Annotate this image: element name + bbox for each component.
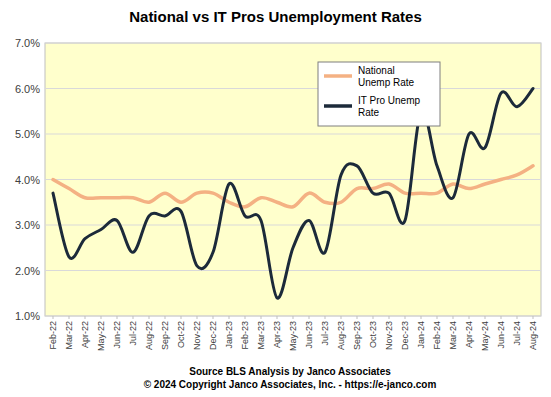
legend xyxy=(318,62,440,126)
x-tick xyxy=(261,316,262,319)
x-tick xyxy=(533,316,534,319)
x-tick xyxy=(181,316,182,319)
x-tick-label: Dec-23 xyxy=(400,321,410,350)
x-tick-label: Sep-23 xyxy=(352,321,362,350)
y-tick-label: 5.0% xyxy=(15,128,40,140)
x-tick-label: Jan-23 xyxy=(224,321,234,349)
legend-swatch xyxy=(324,74,352,78)
x-tick-label: Feb-22 xyxy=(48,321,58,350)
x-tick-label: Feb-23 xyxy=(240,321,250,350)
chart: 1.0% 2.0% 3.0% 4.0% 5.0% 6.0% 7.0% Feb-22 Mar-22… xyxy=(0,0,551,397)
x-tick-label: Feb-24 xyxy=(432,321,442,350)
legend-label: IT Pro UnempRate xyxy=(358,95,420,118)
x-tick xyxy=(85,316,86,319)
x-tick-label: Mar-23 xyxy=(256,321,266,350)
x-tick-label: Aug-24 xyxy=(528,321,538,350)
x-tick-label: Aug-22 xyxy=(144,321,154,350)
x-tick xyxy=(309,316,310,319)
footer-note: Source BLS Analysis by Janco Associates xyxy=(189,366,391,377)
x-tick xyxy=(405,316,406,319)
y-tick-label: 1.0% xyxy=(15,310,40,322)
x-tick-label: Apr-23 xyxy=(272,321,282,348)
x-tick-label: Sep-22 xyxy=(160,321,170,350)
grid-line xyxy=(45,88,541,89)
footer-note: © 2024 Copyright Janco Associates, Inc. … xyxy=(144,379,437,390)
x-tick-label: Apr-24 xyxy=(464,321,474,348)
series-line xyxy=(53,89,533,299)
x-tick-label: May-22 xyxy=(96,321,106,351)
y-tick-label: 3.0% xyxy=(15,219,40,231)
plot-area xyxy=(45,43,541,316)
x-tick-label: Jun-22 xyxy=(112,321,122,349)
x-tick xyxy=(229,316,230,319)
x-tick-label: Mar-22 xyxy=(64,321,74,350)
grid-line xyxy=(45,134,541,135)
x-tick xyxy=(469,316,470,319)
x-tick xyxy=(485,316,486,319)
x-tick xyxy=(117,316,118,319)
x-tick xyxy=(149,316,150,319)
x-tick xyxy=(341,316,342,319)
grid-line xyxy=(45,43,541,44)
y-tick-label: 7.0% xyxy=(15,37,40,49)
title: National vs IT Pros Unemployment Rates xyxy=(129,8,422,25)
x-tick-label: Apr-22 xyxy=(80,321,90,348)
x-tick xyxy=(357,316,358,319)
background xyxy=(0,0,551,397)
x-tick xyxy=(517,316,518,319)
x-tick-label: Dec-22 xyxy=(208,321,218,350)
x-tick xyxy=(453,316,454,319)
x-tick xyxy=(293,316,294,319)
x-tick-label: Nov-23 xyxy=(384,321,394,350)
x-tick-label: May-23 xyxy=(288,321,298,351)
x-tick xyxy=(101,316,102,319)
series-group xyxy=(53,89,533,299)
x-tick xyxy=(53,316,54,319)
x-tick-label: Aug-23 xyxy=(336,321,346,350)
legend-label: NationalUnemp Rate xyxy=(358,65,415,88)
y-tick-label: 6.0% xyxy=(15,83,40,95)
x-tick xyxy=(501,316,502,319)
x-tick-label: Jun-23 xyxy=(304,321,314,349)
x-tick xyxy=(133,316,134,319)
x-tick xyxy=(325,316,326,319)
x-tick xyxy=(373,316,374,319)
x-tick-label: Jul-23 xyxy=(320,321,330,346)
y-tick-label: 2.0% xyxy=(15,265,40,277)
x-tick xyxy=(197,316,198,319)
x-tick xyxy=(421,316,422,319)
x-tick xyxy=(245,316,246,319)
x-tick-label: Jan-24 xyxy=(416,321,426,349)
x-tick-label: Nov-22 xyxy=(192,321,202,350)
grid-line xyxy=(45,179,541,180)
legend-swatch xyxy=(324,104,352,108)
x-tick xyxy=(69,316,70,319)
y-tick-label: 4.0% xyxy=(15,174,40,186)
x-tick xyxy=(437,316,438,319)
x-tick-label: Jul-24 xyxy=(512,321,522,346)
x-tick-label: May-24 xyxy=(480,321,490,351)
x-tick-label: Jun-24 xyxy=(496,321,506,349)
x-tick xyxy=(165,316,166,319)
x-tick-label: Mar-24 xyxy=(448,321,458,350)
grid-line xyxy=(45,270,541,271)
x-tick xyxy=(277,316,278,319)
x-tick xyxy=(213,316,214,319)
x-tick-label: Jul-22 xyxy=(128,321,138,346)
x-tick-label: Oct-23 xyxy=(368,321,378,348)
x-tick xyxy=(389,316,390,319)
x-tick-label: Oct-22 xyxy=(176,321,186,348)
